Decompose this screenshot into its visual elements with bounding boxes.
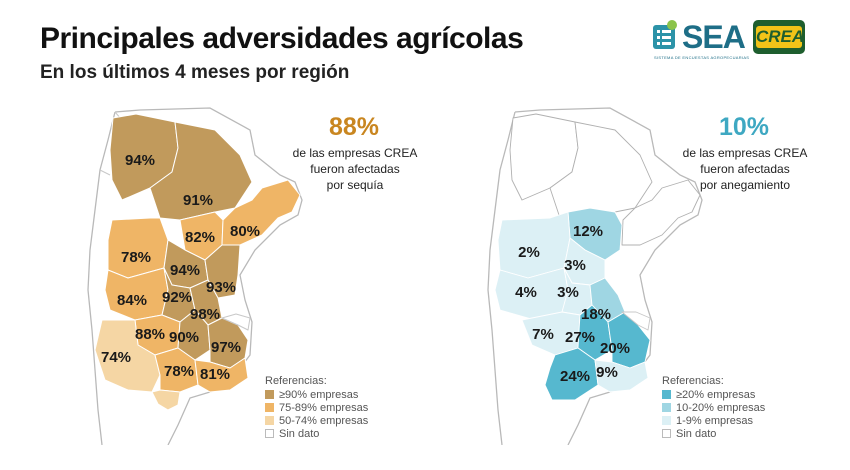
page-subtitle: En los últimos 4 meses por región [40, 62, 350, 83]
drought-region-label: 94% [125, 152, 155, 169]
flood-region-sudoeste [544, 347, 599, 401]
drought-legend-title: Referencias: [265, 375, 327, 387]
flood-legend: Referencias: ≥20% empresas 10-20% empres… [662, 375, 765, 440]
flood-region-label: 20% [600, 340, 630, 357]
flood-region-sur [594, 359, 649, 393]
drought-legend-item: Sin dato [265, 427, 368, 440]
drought-stat-line: fueron afectadas [310, 162, 400, 176]
legend-label: ≥90% empresas [279, 388, 359, 401]
flood-region-label: 18% [581, 306, 611, 323]
drought-region-label: 78% [164, 363, 194, 380]
legend-label: 75-89% empresas [279, 401, 369, 414]
drought-region-label: 97% [211, 339, 241, 356]
legend-label: ≥20% empresas [676, 388, 756, 401]
drought-region-sur [194, 357, 249, 393]
drought-region-label: 88% [135, 326, 165, 343]
crea-logo: CREA [753, 20, 805, 54]
flood-region-label: 9% [596, 364, 618, 381]
flood-region-label: 12% [573, 223, 603, 240]
page-title: Principales adversidades agrícolas [40, 22, 524, 55]
legend-label: 50-74% empresas [279, 414, 369, 427]
drought-region-label: 92% [162, 289, 192, 306]
drought-stat-value: 88% [328, 113, 380, 141]
flood-legend-item: Sin dato [662, 427, 765, 440]
flood-map: 12% 2% 3% 4% 3% 18% 7% 27% 20% 24% 9% [487, 107, 703, 445]
drought-map: 94% 91% 82% 80% 78% 94% 93% 84% 92% 98% … [87, 107, 303, 445]
legend-swatch [265, 390, 274, 399]
crea-logo-word: CREA [756, 26, 805, 48]
sea-logo-word: SEA [682, 19, 746, 55]
flood-legend-title: Referencias: [662, 375, 724, 387]
drought-stat-line: por sequía [326, 178, 384, 192]
legend-swatch [265, 429, 274, 438]
drought-region-sudoeste [154, 347, 199, 393]
drought-region-label: 80% [230, 223, 260, 240]
legend-swatch [662, 429, 671, 438]
flood-stat-line: por anegamiento [699, 178, 791, 192]
drought-legend-item: ≥90% empresas [265, 388, 368, 401]
drought-stat-line: de las empresas CREA [292, 146, 418, 160]
flood-region-label: 7% [532, 326, 554, 343]
legend-swatch [265, 416, 274, 425]
drought-legend: Referencias: ≥90% empresas 75-89% empres… [265, 375, 368, 440]
sea-logo-tagline: SISTEMA DE ENCUESTAS AGROPECUARIAS [654, 55, 750, 60]
legend-swatch [662, 416, 671, 425]
drought-region-valles [94, 319, 161, 393]
drought-region-label: 93% [206, 279, 236, 296]
legend-swatch [662, 390, 671, 399]
drought-region-patagonia-norte [151, 389, 181, 411]
flood-region-label: 27% [565, 329, 595, 346]
flood-legend-item: 10-20% empresas [662, 401, 765, 414]
drought-region-label: 90% [169, 329, 199, 346]
flood-stat-line: de las empresas CREA [682, 146, 808, 160]
drought-region-label: 78% [121, 249, 151, 266]
flood-region-river-plate [621, 311, 651, 331]
drought-stat-description: de las empresas CREA fueron afectadas po… [270, 145, 440, 193]
sea-logo: SEA SISTEMA DE ENCUESTAS AGROPECUARIAS [652, 17, 749, 61]
flood-stat-value: 10% [718, 113, 770, 141]
drought-region-label: 98% [190, 306, 220, 323]
legend-swatch [662, 403, 671, 412]
drought-region-label: 82% [185, 229, 215, 246]
legend-label: 10-20% empresas [676, 401, 766, 414]
flood-legend-item: 1-9% empresas [662, 414, 765, 427]
flood-stat-line: fueron afectadas [700, 162, 790, 176]
flood-region-label: 4% [515, 284, 537, 301]
drought-region-label: 91% [183, 192, 213, 209]
flood-region-label: 3% [557, 284, 579, 301]
flood-legend-item: ≥20% empresas [662, 388, 765, 401]
flood-region-label: 2% [518, 244, 540, 261]
legend-label: Sin dato [279, 427, 320, 440]
flood-region-label: 3% [564, 257, 586, 274]
legend-swatch [265, 403, 274, 412]
sea-logo-icon [653, 20, 677, 49]
drought-region-label: 74% [101, 349, 131, 366]
flood-region-misiones [621, 179, 701, 246]
legend-label: Sin dato [676, 427, 717, 440]
drought-region-label: 84% [117, 292, 147, 309]
drought-legend-item: 75-89% empresas [265, 401, 368, 414]
drought-region-label: 94% [170, 262, 200, 279]
drought-region-label: 81% [200, 366, 230, 383]
flood-region-label: 24% [560, 368, 590, 385]
drought-legend-item: 50-74% empresas [265, 414, 368, 427]
legend-label: 1-9% empresas [676, 414, 754, 427]
drought-region-river-plate [221, 313, 251, 331]
flood-stat-description: de las empresas CREA fueron afectadas po… [660, 145, 830, 193]
